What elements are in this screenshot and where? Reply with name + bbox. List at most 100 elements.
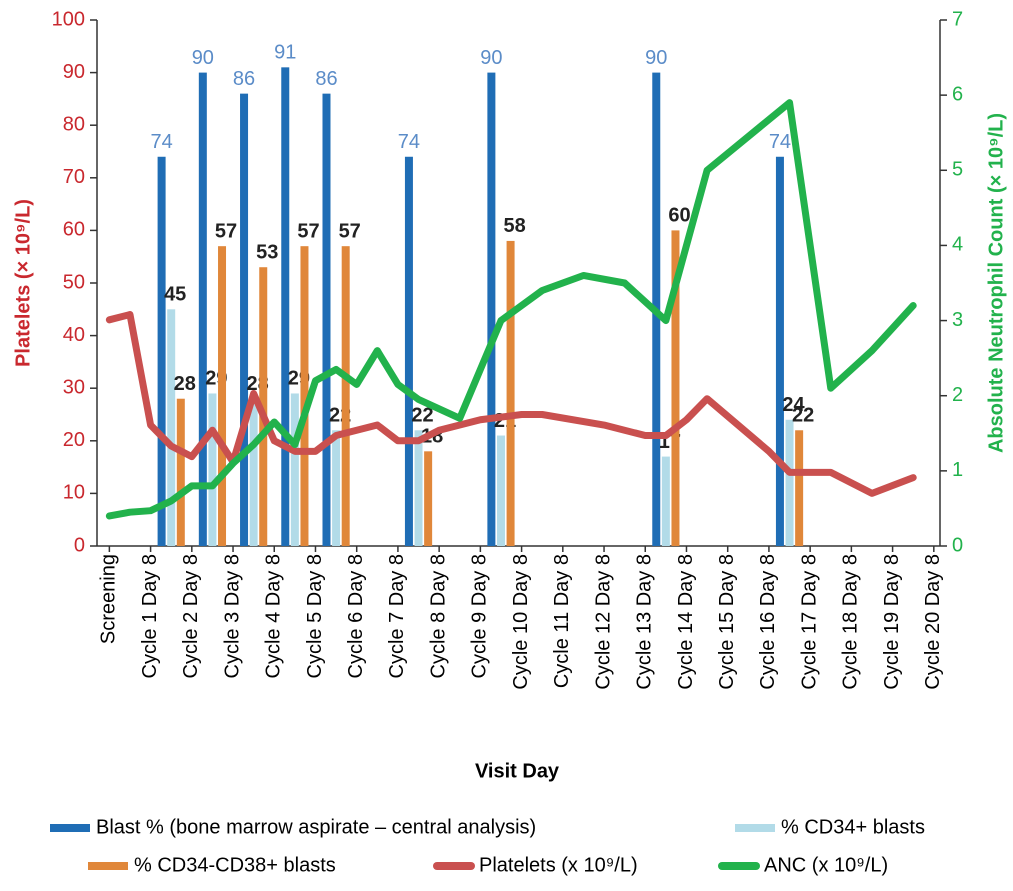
y-tick-label: 100 [52,8,85,30]
legend-swatch [88,862,128,870]
bar [404,156,413,546]
data-label: 86 [315,68,337,90]
bar [300,246,309,546]
x-tick-label: Cycle 2 Day 8 [180,554,202,679]
y-axis-title: Platelets (× 10⁹/L) [12,199,34,367]
bar [414,430,423,546]
data-label: 24 [782,394,805,416]
x-tick-label: Cycle 15 Day 8 [716,554,738,690]
legend-label: ANC (x 10⁹/L) [764,854,888,876]
y-tick-label: 70 [63,166,85,188]
line [105,311,917,497]
bar [176,398,185,546]
x-tick-label: Cycle 16 Day 8 [757,554,779,690]
data-label: 90 [480,47,502,69]
y-tick-label: 0 [74,534,85,556]
x-tick-label: Cycle 17 Day 8 [798,554,820,690]
data-label: 90 [645,47,667,69]
data-label: 74 [150,131,172,153]
y2-tick-label: 7 [952,8,963,30]
data-label: 22 [411,405,433,427]
bar [424,451,433,546]
legend-label: Platelets (x 10⁹/L) [479,854,638,876]
x-tick-label: Cycle 5 Day 8 [304,554,326,679]
bar [785,419,794,546]
data-label: 86 [233,68,255,90]
y2-tick-label: 0 [952,534,963,556]
legend-label: Blast % (bone marrow aspirate – central … [96,816,536,838]
x-tick-label: Screening [98,554,120,644]
x-tick-label: Cycle 20 Day 8 [922,554,944,690]
data-label: 53 [256,242,278,264]
data-label: 57 [215,220,237,242]
data-label: 74 [769,131,791,153]
data-label: 90 [192,47,214,69]
y-tick-label: 60 [63,219,85,241]
x-tick-label: Cycle 13 Day 8 [634,554,656,690]
data-label: 58 [503,215,525,237]
y-tick-label: 40 [63,324,85,346]
x-tick-label: Cycle 10 Day 8 [510,554,532,690]
data-label: 91 [274,42,296,64]
bar [259,267,268,546]
x-tick-label: Cycle 7 Day 8 [386,554,408,679]
bar [198,72,207,546]
x-tick-label: Cycle 18 Day 8 [840,554,862,690]
bar [167,309,176,546]
y-tick-label: 50 [63,271,85,293]
legend-swatch [735,824,775,832]
y-tick-label: 20 [63,429,85,451]
x-tick-label: Cycle 12 Day 8 [592,554,614,690]
y2-tick-label: 4 [952,234,963,256]
x-tick-label: Cycle 1 Day 8 [139,554,161,679]
x-tick-label: Cycle 11 Day 8 [551,554,573,688]
x-axis-title: Visit Day [475,760,560,782]
y2-tick-label: 1 [952,459,963,481]
bar [341,246,350,546]
x-tick-label: Cycle 19 Day 8 [881,554,903,690]
data-label: 74 [398,131,420,153]
y-tick-label: 30 [63,376,85,398]
bar [322,93,331,546]
bar [249,398,258,546]
bar [775,156,784,546]
bar [795,430,804,546]
bar [506,240,515,547]
bar [487,72,496,546]
x-tick-label: Cycle 14 Day 8 [675,554,697,690]
legend-swatch [50,824,90,832]
data-label: 60 [668,205,690,227]
legend-label: % CD34-CD38+ blasts [134,854,336,876]
bar [218,246,227,546]
bar [281,67,290,546]
bar [290,393,299,546]
bar [240,93,249,546]
bar [332,430,341,546]
bar [496,435,505,546]
x-tick-label: Cycle 4 Day 8 [263,554,285,679]
y-tick-label: 10 [63,482,85,504]
y2-tick-label: 6 [952,83,963,105]
y-tick-label: 90 [63,61,85,83]
bar [157,156,166,546]
bar [671,230,680,546]
y2-tick-label: 2 [952,384,963,406]
y2-tick-label: 3 [952,309,963,331]
data-label: 57 [297,220,319,242]
line [105,99,917,520]
data-label: 45 [164,284,186,306]
bar [208,393,217,546]
y2-tick-label: 5 [952,159,963,181]
x-tick-label: Cycle 3 Day 8 [221,554,243,679]
bar [661,456,670,546]
data-label: 22 [792,405,814,427]
y2-axis-title: Absolute Neutrophil Count (× 10⁹/L) [985,113,1007,453]
data-label: 28 [174,373,196,395]
y-tick-label: 80 [63,113,85,135]
x-tick-label: Cycle 9 Day 8 [469,554,491,679]
x-tick-label: Cycle 6 Day 8 [345,554,367,679]
data-label: 57 [339,220,361,242]
legend-label: % CD34+ blasts [781,816,925,838]
x-tick-label: Cycle 8 Day 8 [427,554,449,679]
